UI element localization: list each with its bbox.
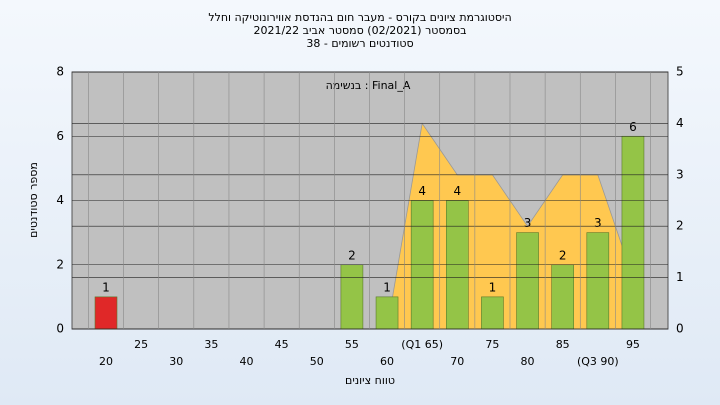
data-label: 6 (629, 120, 637, 134)
y-tick-label: 8 (56, 65, 64, 79)
data-label: 4 (418, 184, 426, 198)
data-label: 1 (489, 280, 497, 294)
x-tick-label: 75 (485, 338, 499, 351)
y-tick-label: 2 (56, 257, 64, 271)
chart-subtitle: בסמסטר (02/2021) סמסטר אביב 2021/22 (253, 24, 466, 37)
data-label: 1 (102, 280, 110, 294)
bar (340, 264, 364, 330)
data-label: 3 (524, 216, 532, 230)
x-tick-label: 45 (275, 338, 289, 351)
x-tick-label: (Q1 65) (401, 338, 443, 351)
y2-tick-label: 2 (676, 219, 684, 233)
bar (621, 135, 645, 330)
chart-title: היסטוגרמת ציונים בקורס - מעבר חום בהנדסת… (208, 11, 511, 24)
bar (516, 232, 539, 330)
x-tick-label: 80 (521, 355, 535, 368)
x-tick-label: 20 (99, 355, 113, 368)
y-axis-label: מספר סטודנטים (27, 162, 40, 238)
x-tick-label: (Q3 90) (577, 355, 619, 368)
x-tick-label: 50 (310, 355, 324, 368)
data-label: 2 (348, 248, 356, 262)
chart-subtitle: סטודנטים רשומים - 38 (306, 37, 413, 50)
x-tick-label: 25 (134, 338, 148, 351)
x-tick-label: 60 (380, 355, 394, 368)
bar (94, 296, 118, 330)
y-tick-label: 6 (56, 129, 64, 143)
x-tick-label: 85 (556, 338, 570, 351)
bar (481, 296, 504, 330)
data-label: 2 (559, 248, 567, 262)
bar (375, 296, 399, 330)
x-tick-label: 55 (345, 338, 359, 351)
bar (551, 264, 574, 330)
annotation: בנשימה : Final_A (326, 79, 411, 92)
y2-tick-label: 0 (676, 322, 684, 336)
x-axis-label: טווח ציונים (345, 374, 395, 387)
data-label: 3 (594, 216, 602, 230)
bar (586, 232, 610, 330)
data-label: 4 (453, 184, 461, 198)
y-tick-label: 4 (56, 193, 64, 207)
x-tick-label: 40 (240, 355, 254, 368)
x-tick-label: 95 (626, 338, 640, 351)
y2-tick-label: 1 (676, 270, 684, 284)
x-tick-label: 30 (169, 355, 183, 368)
y2-tick-label: 3 (676, 167, 684, 181)
y2-tick-label: 5 (676, 65, 684, 79)
data-label: 1 (383, 280, 391, 294)
y2-tick-label: 4 (676, 116, 684, 130)
x-tick-label: 70 (450, 355, 464, 368)
x-tick-label: 35 (204, 338, 218, 351)
y-tick-label: 0 (56, 322, 64, 336)
